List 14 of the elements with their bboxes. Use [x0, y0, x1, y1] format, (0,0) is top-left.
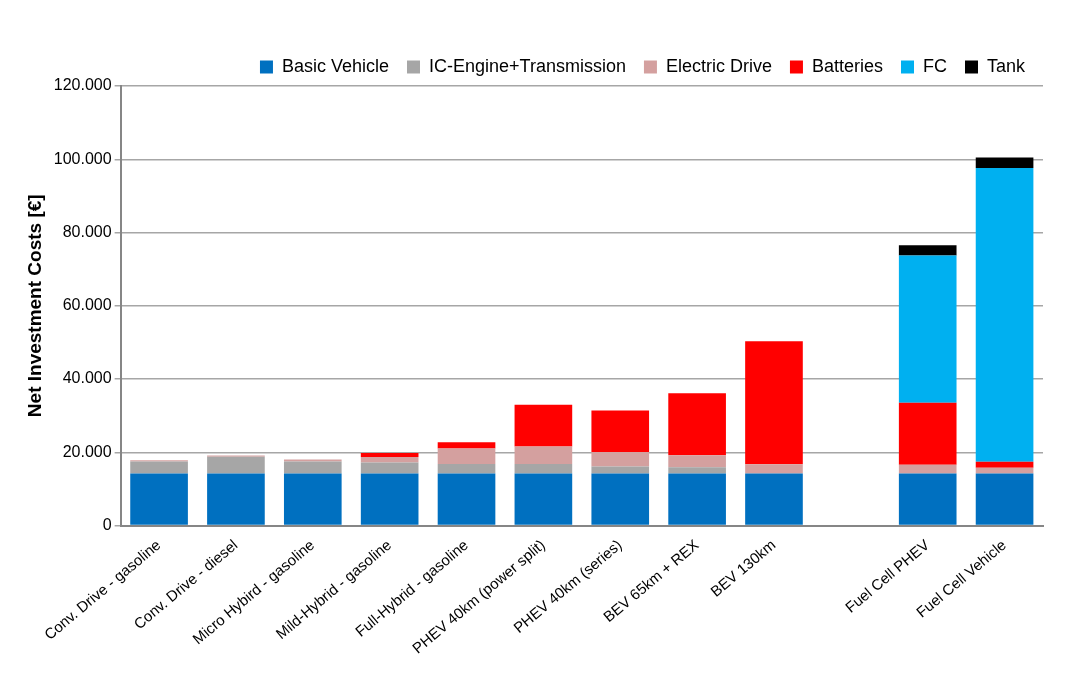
y-tick-label: 40.000: [62, 369, 112, 387]
legend-label: IC-Engine+Transmission: [429, 55, 626, 76]
legend-label: Batteries: [811, 55, 883, 76]
y-tick-label: 120.000: [53, 76, 112, 94]
y-tick-label: 100.000: [53, 149, 112, 167]
y-tick-label: 60.000: [62, 296, 112, 314]
y-axis-title: Net Investment Costs [€]: [23, 194, 45, 418]
legend-label: Basic Vehicle: [281, 55, 390, 76]
legend-label: Electric Drive: [665, 55, 772, 76]
y-tick-label: 20.000: [62, 442, 112, 460]
y-tick-label: 80.000: [62, 222, 112, 240]
y-tick-label: 0: [102, 515, 112, 533]
legend-label: Tank: [986, 55, 1026, 76]
legend-label: FC: [922, 55, 947, 76]
